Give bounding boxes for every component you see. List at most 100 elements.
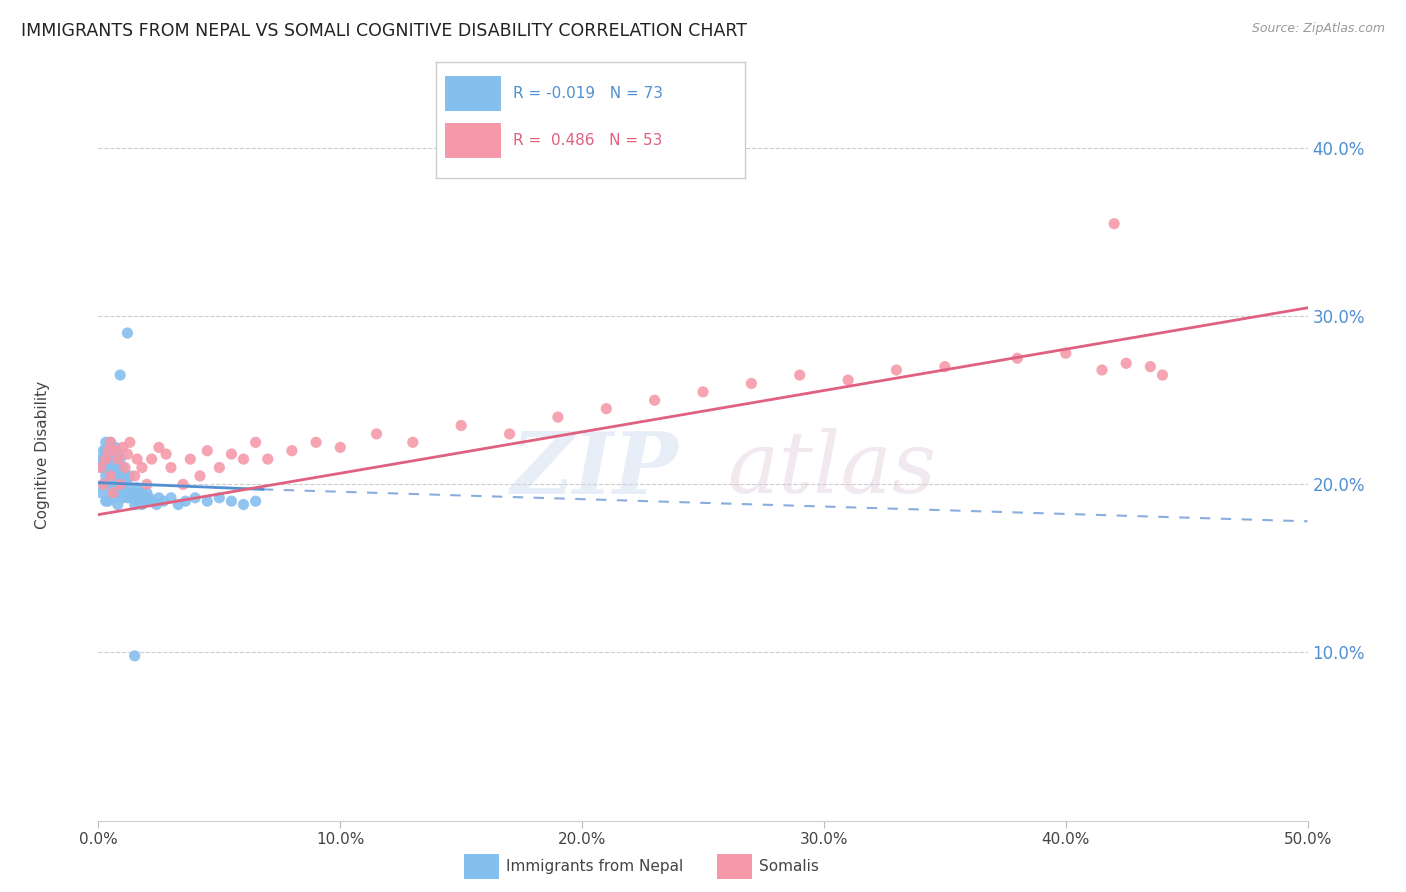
Point bbox=[195, 443, 218, 458]
Point bbox=[101, 477, 124, 491]
Point bbox=[107, 477, 129, 491]
Point bbox=[111, 441, 134, 455]
Point bbox=[124, 485, 146, 500]
Point bbox=[886, 363, 908, 377]
Point bbox=[108, 485, 131, 500]
Point bbox=[101, 491, 124, 505]
Point bbox=[127, 452, 149, 467]
Point bbox=[221, 447, 243, 461]
Point bbox=[91, 477, 114, 491]
Point bbox=[117, 491, 139, 505]
Point bbox=[94, 469, 117, 483]
Point bbox=[91, 452, 114, 467]
Point bbox=[127, 481, 149, 495]
Point bbox=[1007, 351, 1029, 366]
Point bbox=[305, 435, 328, 450]
Point bbox=[145, 498, 167, 512]
Point bbox=[97, 460, 120, 475]
Point bbox=[366, 426, 388, 441]
Point bbox=[100, 469, 122, 483]
Point bbox=[127, 494, 149, 508]
Point bbox=[740, 376, 762, 391]
Point bbox=[160, 491, 183, 505]
Point bbox=[184, 491, 207, 505]
Point bbox=[117, 477, 139, 491]
Point bbox=[90, 485, 112, 500]
Point bbox=[644, 393, 666, 408]
Point bbox=[256, 452, 278, 467]
Point bbox=[100, 435, 122, 450]
Text: atlas: atlas bbox=[727, 428, 936, 511]
Bar bbox=[446, 123, 501, 158]
Point bbox=[97, 494, 120, 508]
Point bbox=[104, 469, 127, 483]
Point bbox=[1091, 363, 1114, 377]
Point bbox=[111, 477, 134, 491]
Point bbox=[108, 452, 131, 467]
Point bbox=[91, 477, 114, 491]
Point bbox=[134, 494, 156, 508]
Point bbox=[117, 447, 139, 461]
Point bbox=[108, 469, 131, 483]
Point bbox=[108, 477, 131, 491]
Point bbox=[128, 491, 150, 505]
Point bbox=[131, 485, 153, 500]
Point bbox=[232, 498, 254, 512]
Point bbox=[188, 469, 211, 483]
Point bbox=[100, 435, 122, 450]
Point bbox=[245, 435, 267, 450]
Point bbox=[107, 498, 129, 512]
Bar bbox=[446, 77, 501, 112]
Point bbox=[100, 469, 122, 483]
Point bbox=[155, 447, 177, 461]
Point bbox=[148, 441, 170, 455]
Text: ZIP: ZIP bbox=[510, 428, 679, 511]
Point bbox=[281, 443, 304, 458]
Point bbox=[245, 494, 267, 508]
Point bbox=[107, 460, 129, 475]
Point bbox=[934, 359, 956, 374]
Point bbox=[104, 441, 127, 455]
Point bbox=[104, 443, 127, 458]
Point bbox=[595, 401, 617, 416]
Point bbox=[1152, 368, 1174, 382]
Point bbox=[114, 460, 136, 475]
Point bbox=[148, 491, 170, 505]
Point bbox=[121, 491, 143, 505]
Text: Somalis: Somalis bbox=[759, 859, 820, 873]
Point bbox=[179, 452, 201, 467]
Point bbox=[208, 491, 231, 505]
Point bbox=[94, 435, 117, 450]
Point bbox=[104, 452, 127, 467]
Point bbox=[208, 460, 231, 475]
Point bbox=[117, 326, 139, 340]
Point bbox=[97, 452, 120, 467]
Point bbox=[124, 469, 146, 483]
Point bbox=[152, 494, 174, 508]
Point bbox=[692, 384, 714, 399]
Point bbox=[97, 477, 120, 491]
Point bbox=[1102, 217, 1125, 231]
Text: R =  0.486   N = 53: R = 0.486 N = 53 bbox=[513, 133, 662, 148]
Point bbox=[97, 443, 120, 458]
Point bbox=[90, 452, 112, 467]
Point bbox=[90, 460, 112, 475]
Point bbox=[104, 485, 127, 500]
Point bbox=[131, 498, 153, 512]
Point bbox=[100, 452, 122, 467]
Point bbox=[111, 491, 134, 505]
Point bbox=[114, 485, 136, 500]
Text: R = -0.019   N = 73: R = -0.019 N = 73 bbox=[513, 87, 664, 102]
Point bbox=[172, 477, 194, 491]
Point bbox=[232, 452, 254, 467]
Point bbox=[118, 469, 141, 483]
Point bbox=[174, 494, 197, 508]
Point bbox=[141, 452, 163, 467]
Point bbox=[167, 498, 190, 512]
Point bbox=[101, 460, 124, 475]
Point bbox=[118, 435, 141, 450]
Point bbox=[100, 485, 122, 500]
Point bbox=[1115, 356, 1137, 370]
Point bbox=[101, 443, 124, 458]
Point bbox=[100, 447, 122, 461]
